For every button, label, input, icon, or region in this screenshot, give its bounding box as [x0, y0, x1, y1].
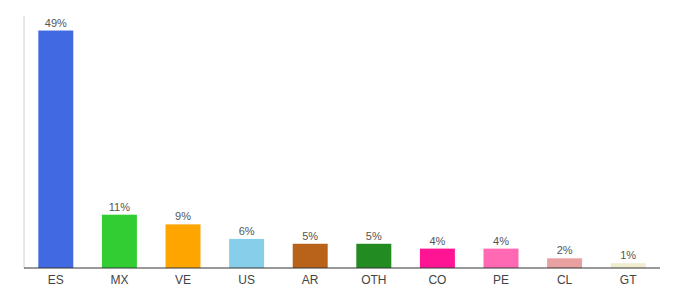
bar: [611, 263, 646, 268]
bar: [229, 239, 264, 268]
x-tick-label: MX: [110, 273, 128, 287]
bar: [484, 249, 519, 268]
x-tick-label: AR: [302, 273, 319, 287]
data-label: 4%: [429, 235, 445, 247]
x-tick-label: PE: [493, 273, 509, 287]
bar: [420, 249, 455, 268]
data-label: 1%: [620, 249, 636, 261]
data-label: 2%: [557, 244, 573, 256]
data-label: 49%: [45, 17, 67, 29]
bar: [356, 244, 391, 268]
chart-container: ES MX VE US AR OTH CO PE CL GT 49% 11% 9% 6% 5% 5% 4% 4% 2…: [0, 0, 680, 300]
bar: [293, 244, 328, 268]
x-axis-line: [24, 268, 660, 269]
x-tick-label: VE: [175, 273, 191, 287]
data-label: 5%: [366, 230, 382, 242]
bar: [166, 224, 201, 268]
data-label: 5%: [302, 230, 318, 242]
x-tick-label: CO: [428, 273, 446, 287]
data-label: 4%: [493, 235, 509, 247]
x-tick-label: ES: [48, 273, 64, 287]
bar: [38, 31, 73, 268]
x-tick-label: US: [238, 273, 255, 287]
bar: [102, 215, 137, 268]
data-label: 11%: [109, 201, 130, 213]
bar: [547, 258, 582, 268]
x-tick-label: CL: [557, 273, 573, 287]
chart: ES MX VE US AR OTH CO PE CL GT 49% 11% 9% 6% 5% 5% 4% 4% 2…: [0, 0, 680, 300]
y-axis-line: [24, 16, 25, 268]
data-label: 6%: [239, 225, 255, 237]
bars: [38, 31, 645, 268]
data-label: 9%: [175, 210, 191, 222]
x-tick-label: OTH: [361, 273, 386, 287]
x-tick-label: GT: [620, 273, 637, 287]
